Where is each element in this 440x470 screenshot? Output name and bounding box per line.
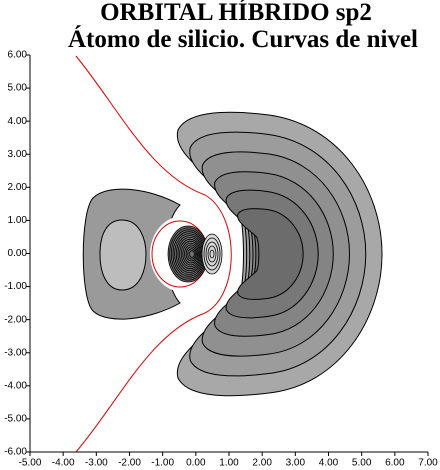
y-tick-label: 2.00 (8, 182, 28, 193)
contour-line (180, 240, 200, 268)
contour-line (205, 241, 219, 267)
contour-line (201, 233, 223, 275)
y-tick-label: 1.00 (8, 215, 28, 226)
x-tick-label: 1.00 (219, 458, 239, 469)
y-tick-label: -6.00 (4, 447, 27, 458)
contour-lobe (176, 111, 383, 397)
x-tick-label: 7.00 (418, 458, 438, 469)
contour-line (207, 245, 217, 263)
x-tick-label: 4.00 (319, 458, 339, 469)
x-tick-label: 3.00 (286, 458, 306, 469)
contour-core (150, 216, 223, 292)
y-tick-label: -2.00 (4, 314, 27, 325)
y-tick-label: 0.00 (8, 248, 28, 259)
contour-line (209, 249, 215, 259)
x-tick-label: 0.00 (186, 458, 206, 469)
contour-region (237, 208, 304, 300)
y-tick-label: 4.00 (8, 116, 28, 127)
x-tick-label: -2.00 (118, 458, 141, 469)
contour-line (203, 237, 221, 271)
y-tick-label: 3.00 (8, 149, 28, 160)
y-tick-label: -1.00 (4, 281, 27, 292)
contour-line (185, 246, 197, 262)
x-tick-label: -5.00 (19, 458, 42, 469)
y-tick-label: 6.00 (8, 50, 28, 61)
contour-plot (82, 188, 181, 320)
y-tick-label: 5.00 (8, 83, 28, 94)
x-tick-label: 5.00 (352, 458, 372, 469)
chart-title: ORBITAL HÍBRIDO sp2 (100, 0, 372, 26)
contour-line (182, 242, 199, 266)
y-tick-label: -4.00 (4, 380, 27, 391)
x-tick-label: -3.00 (85, 458, 108, 469)
x-tick-label: 2.00 (252, 458, 272, 469)
contour-line (179, 238, 202, 270)
contour-line (189, 250, 195, 258)
x-tick-label: -4.00 (52, 458, 75, 469)
x-tick-label: 6.00 (385, 458, 405, 469)
y-tick-label: -3.00 (4, 347, 27, 358)
contour-line (187, 248, 196, 260)
contour-line (184, 244, 198, 264)
nodal-line (75, 55, 232, 453)
y-tick-label: -5.00 (4, 414, 27, 425)
axes: -5.00 -4.00 -3.00 -2.00 -1.00 0.00 1.00 2.00 3.0… (4, 50, 438, 469)
chart-subtitle: Átomo de silicio. Curvas de nivel (68, 25, 418, 53)
contour-region (99, 219, 147, 291)
x-tick-label: -1.00 (151, 458, 174, 469)
